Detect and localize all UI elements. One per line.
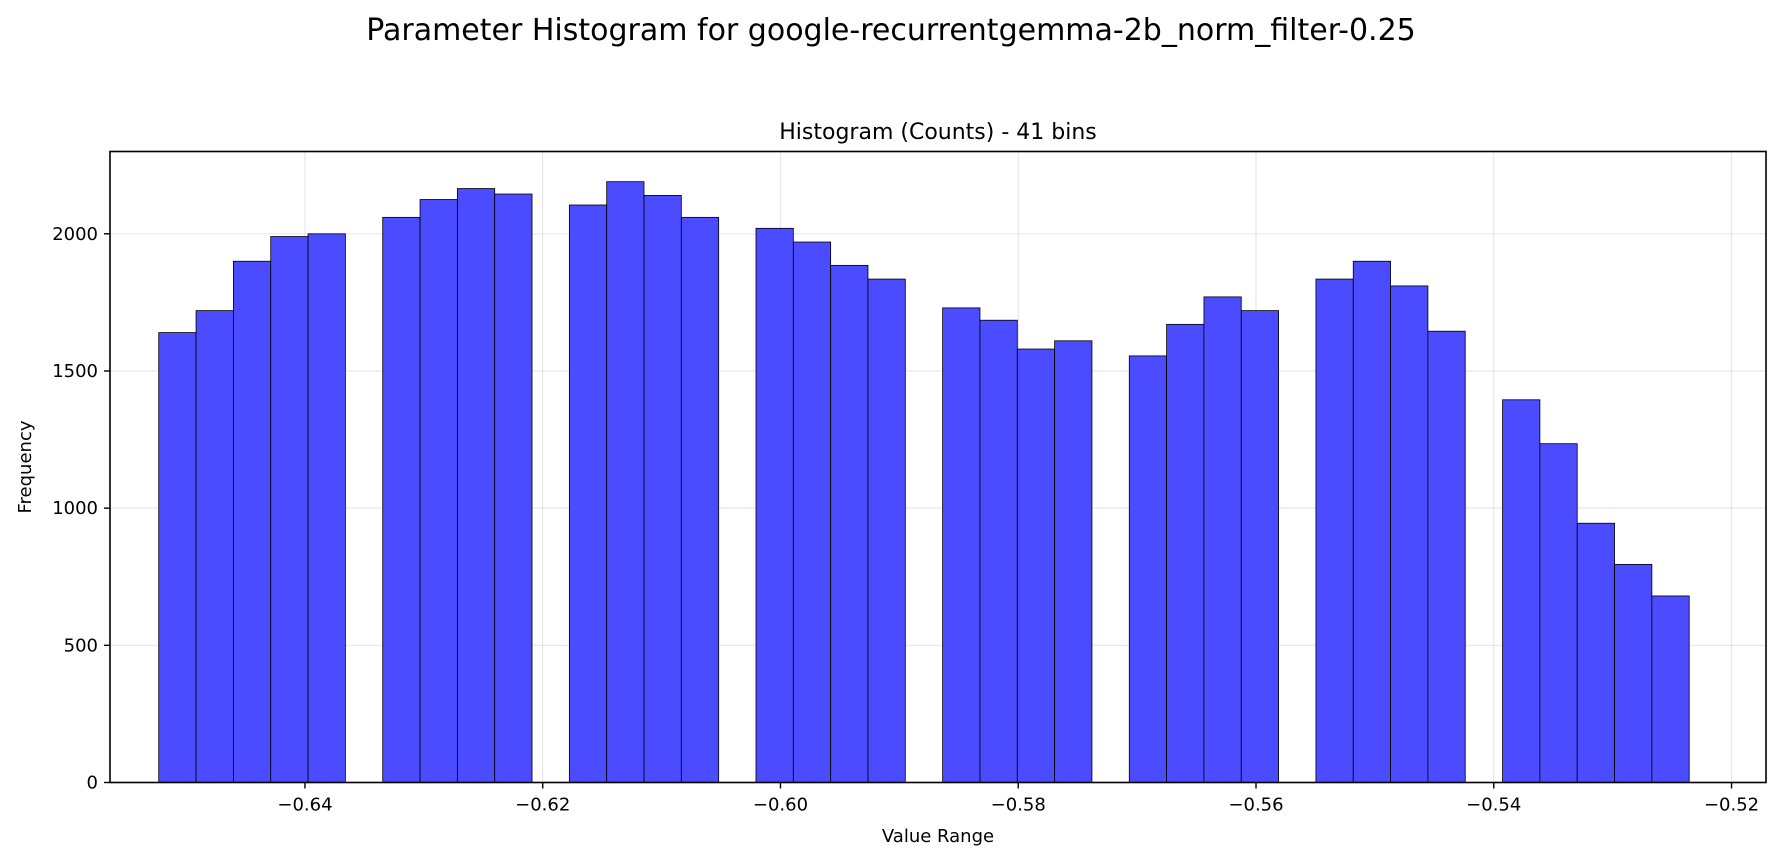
histogram-bar — [195, 310, 234, 783]
plot-frame — [109, 150, 1767, 784]
histogram-bar — [382, 216, 421, 783]
x-tick-label: −0.58 — [991, 795, 1046, 816]
x-tick-label: −0.54 — [1466, 795, 1521, 816]
histogram-bar — [643, 194, 682, 783]
histogram-bar — [1576, 522, 1615, 783]
histogram-bar — [1427, 330, 1466, 783]
histogram-bar — [867, 278, 906, 783]
x-axis-label: Value Range — [882, 826, 994, 847]
y-tick-label: 1000 — [52, 498, 98, 519]
x-tick-label: −0.60 — [753, 795, 808, 816]
histogram-bar — [1315, 278, 1354, 783]
histogram-bar — [1502, 399, 1541, 783]
x-tick-label: −0.62 — [515, 795, 570, 816]
histogram-bar — [1203, 296, 1242, 783]
y-tick-label: 1500 — [52, 361, 98, 382]
histogram-bar — [232, 260, 272, 783]
histogram-bar — [568, 204, 608, 783]
histogram-bar — [1352, 260, 1391, 783]
histogram-bar — [1539, 443, 1578, 783]
histogram-bars — [158, 181, 1690, 783]
histogram-bar — [1614, 563, 1653, 783]
histogram-bar — [494, 193, 533, 783]
histogram-bar — [270, 236, 309, 783]
x-axis-ticks: −0.64 −0.62 −0.60 −0.58 −0.56 −0.54 −0.52 — [277, 782, 1759, 816]
histogram-bar — [1016, 348, 1056, 783]
x-tick-label: −0.52 — [1704, 795, 1759, 816]
histogram-bar — [1390, 285, 1429, 783]
chart-suptitle: Parameter Histogram for google-recurrent… — [366, 13, 1416, 48]
y-tick-label: 0 — [87, 773, 98, 794]
histogram-bar — [419, 199, 458, 783]
histogram-bar — [606, 181, 645, 783]
histogram-bar — [307, 233, 346, 783]
y-tick-label: 2000 — [52, 224, 98, 245]
y-tick-label: 500 — [64, 635, 98, 656]
y-axis-ticks: 0 500 1000 1500 2000 — [52, 224, 110, 794]
histogram-bar — [158, 332, 197, 783]
histogram-bar — [1128, 355, 1168, 783]
histogram-bar — [1166, 323, 1205, 783]
histogram-bar — [830, 264, 869, 783]
x-tick-label: −0.64 — [277, 795, 332, 816]
histogram-bar — [792, 241, 832, 783]
histogram-bar — [1054, 340, 1093, 783]
histogram-bar — [942, 307, 981, 783]
histogram-bar — [1240, 310, 1279, 783]
histogram-bar — [755, 227, 794, 783]
histogram-bar — [680, 216, 720, 783]
y-axis-label: Frequency — [15, 420, 36, 513]
histogram-bar — [1651, 595, 1690, 783]
histogram-bar — [456, 188, 496, 783]
x-tick-label: −0.56 — [1228, 795, 1283, 816]
chart-title: Histogram (Counts) - 41 bins — [779, 120, 1096, 145]
histogram-bar — [979, 319, 1018, 783]
